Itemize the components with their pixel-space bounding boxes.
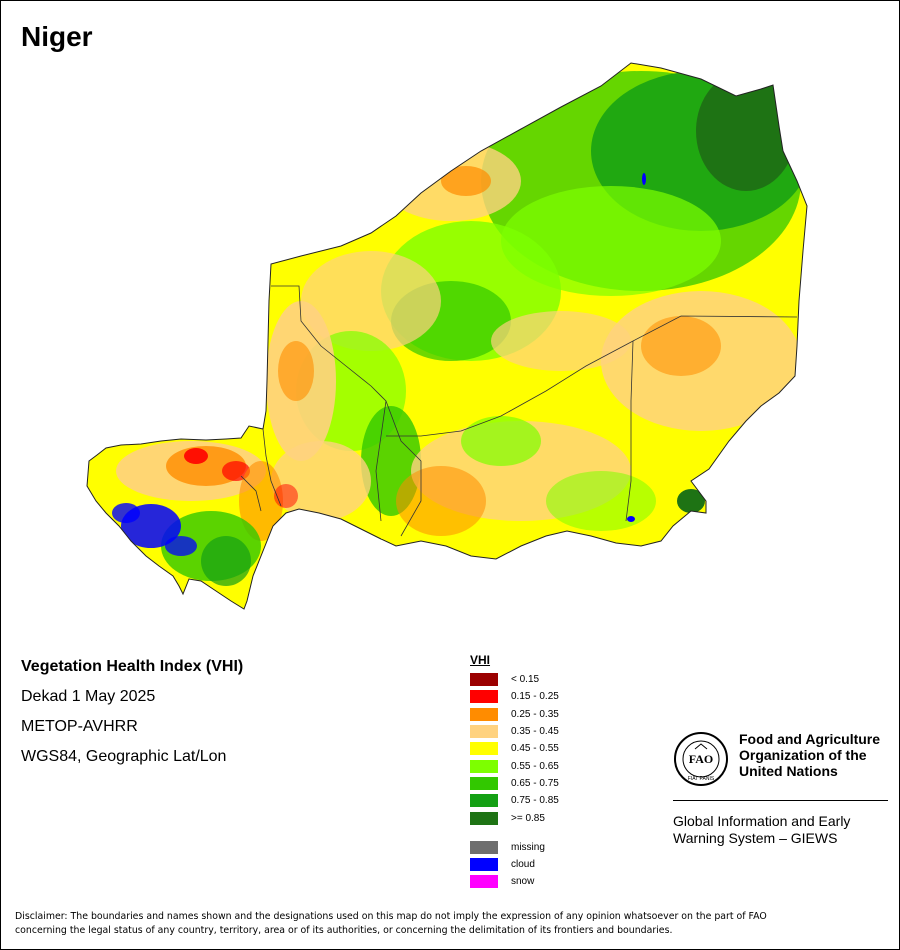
legend-swatch [470, 707, 498, 721]
fao-logo-motto: FIAT PANIS [688, 776, 715, 782]
map-title: Niger [21, 21, 93, 52]
legend-swatch [470, 776, 498, 790]
fao-logo-letters: FAO [689, 752, 713, 766]
legend-swatch [470, 725, 498, 739]
legend-label: 0.75 - 0.85 [511, 795, 559, 807]
legend-swatch [470, 759, 498, 773]
map-info: Vegetation Health Index (VHI) Dekad 1 Ma… [21, 656, 243, 776]
legend-special: missing cloud snow [470, 839, 559, 891]
legend-swatch [470, 840, 498, 854]
legend-label: cloud [511, 859, 535, 871]
legend-label: 0.15 - 0.25 [511, 691, 559, 703]
legend-special-row: snow [470, 873, 559, 890]
legend-label: >= 0.85 [511, 812, 545, 824]
legend-label: 0.35 - 0.45 [511, 726, 559, 738]
legend-label: 0.25 - 0.35 [511, 708, 559, 720]
legend-title: VHI [470, 653, 491, 667]
projection-name: WGS84, Geographic Lat/Lon [21, 748, 227, 765]
legend-class-row: 0.15 - 0.25 [470, 688, 559, 705]
legend-swatch [470, 794, 498, 808]
legend-special-row: cloud [470, 856, 559, 873]
legend-class-row: 0.25 - 0.35 [470, 706, 559, 723]
disclaimer: Disclaimer: The boundaries and names sho… [15, 911, 767, 936]
legend-label: snow [511, 876, 535, 888]
fao-name: Food and Agriculture Organization of the… [739, 731, 881, 779]
legend-swatch [470, 875, 498, 889]
legend-swatch [470, 858, 498, 872]
giews-name: Global Information and Early Warning Sys… [673, 813, 851, 846]
legend-swatch [470, 742, 498, 756]
legend-label: 0.65 - 0.75 [511, 777, 559, 789]
legend-swatch [470, 673, 498, 687]
legend-class-row: 0.45 - 0.55 [470, 740, 559, 757]
legend-label: < 0.15 [511, 674, 540, 686]
legend-swatch [470, 690, 498, 704]
legend-class-row: 0.65 - 0.75 [470, 775, 559, 792]
country-outline [86, 62, 808, 610]
divider [673, 800, 888, 801]
sensor-name: METOP-AVHRR [21, 718, 138, 735]
legend-class-row: 0.55 - 0.65 [470, 757, 559, 774]
region-boundaries [240, 285, 798, 537]
dekad-date: Dekad 1 May 2025 [21, 688, 156, 705]
legend-classes: < 0.15 0.15 - 0.25 0.25 - 0.35 0.35 - 0.45 0… [470, 671, 559, 827]
legend-class-row: >= 0.85 [470, 809, 559, 826]
index-name: Vegetation Health Index (VHI) [21, 658, 244, 675]
legend-class-row: < 0.15 [470, 671, 559, 688]
legend-special-row: missing [470, 839, 559, 856]
vhi-legend: VHI < 0.15 0.15 - 0.25 0.25 - 0.35 0.35 - 0… [470, 652, 559, 891]
legend-label: missing [511, 841, 545, 853]
legend-class-row: 0.75 - 0.85 [470, 792, 559, 809]
legend-swatch [470, 811, 498, 825]
fao-logo-icon: FAO FIAT PANIS [674, 732, 728, 786]
fao-branding: FAO FIAT PANIS Food and Agriculture Orga… [673, 731, 889, 847]
legend-label: 0.45 - 0.55 [511, 743, 559, 755]
legend-class-row: 0.35 - 0.45 [470, 723, 559, 740]
vhi-map [86, 62, 808, 610]
legend-label: 0.55 - 0.65 [511, 760, 559, 772]
